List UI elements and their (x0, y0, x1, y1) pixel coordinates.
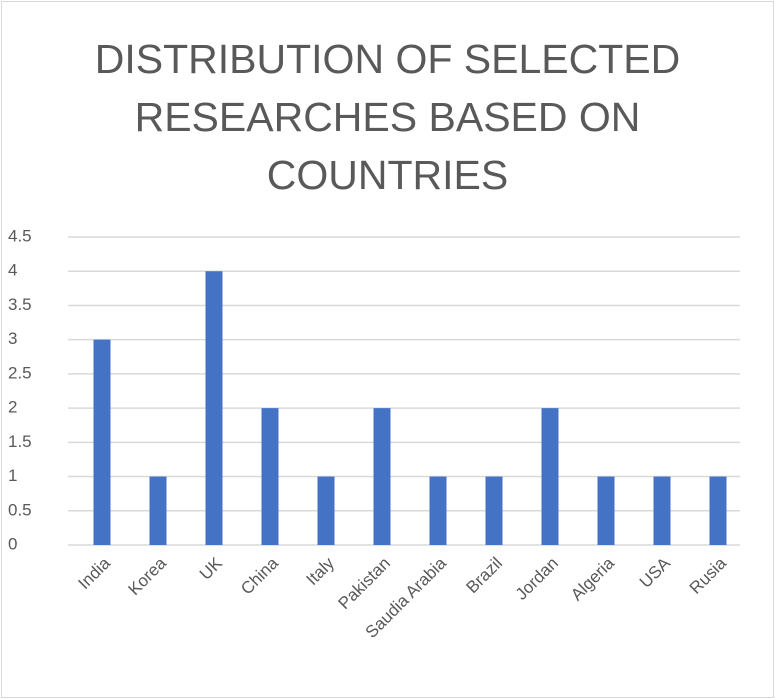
x-tick-label: Italy (303, 553, 339, 589)
bar (709, 476, 727, 545)
x-tick-label: UK (196, 553, 227, 584)
x-tick-label: Jordan (512, 554, 562, 604)
y-tick-label: 1 (8, 466, 17, 485)
bar (373, 408, 391, 545)
y-tick-label: 4.5 (8, 226, 32, 245)
bar (485, 476, 503, 545)
bar (429, 476, 447, 545)
bar (261, 408, 279, 545)
x-tick-label: Rusia (686, 553, 731, 598)
y-tick-label: 1.5 (8, 432, 32, 451)
x-tick-label: India (74, 553, 114, 593)
bar (541, 408, 559, 545)
bar (597, 476, 615, 545)
y-tick-label: 0.5 (8, 500, 32, 519)
bar (317, 476, 335, 545)
y-tick-label: 3 (8, 329, 17, 348)
bar (653, 476, 671, 545)
x-tick-label: Korea (124, 553, 170, 599)
y-tick-label: 4 (8, 261, 17, 280)
bar (205, 271, 223, 545)
y-tick-label: 3.5 (8, 295, 32, 314)
chart-title: DISTRIBUTION OF SELECTED RESEARCHES BASE… (94, 36, 681, 198)
y-tick-label: 2 (8, 398, 17, 417)
x-tick-label: China (237, 553, 282, 598)
bar (93, 339, 111, 545)
x-tick-label: Brazil (463, 554, 506, 597)
bar (149, 476, 167, 545)
y-tick-label: 2.5 (8, 363, 32, 382)
x-tick-label: USA (636, 553, 675, 592)
x-tick-label: Algeria (567, 553, 618, 604)
y-tick-label: 0 (8, 534, 17, 553)
